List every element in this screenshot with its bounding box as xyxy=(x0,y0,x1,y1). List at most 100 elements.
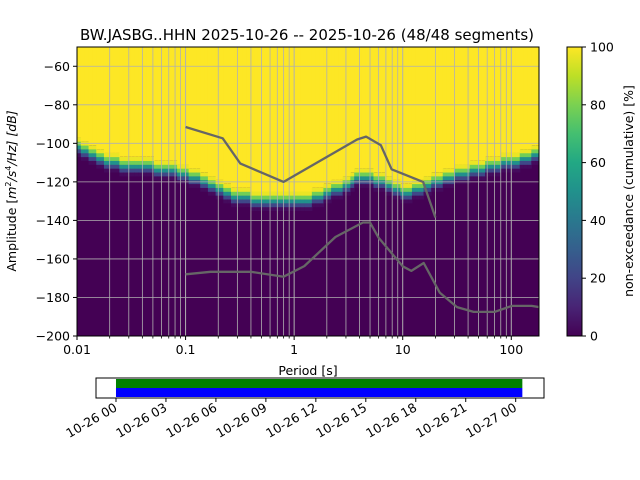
heatmap-cell xyxy=(261,199,267,204)
heatmap-cell xyxy=(358,47,363,169)
heatmap-cell xyxy=(157,164,163,169)
noise-model-layer xyxy=(185,125,539,314)
x-tick-label: 1 xyxy=(290,342,298,357)
heatmap-cell xyxy=(204,183,209,188)
heatmap-cell xyxy=(130,172,136,177)
heatmap-cell xyxy=(512,168,517,173)
colorbar-ticks: 0 20 40 60 80 100 xyxy=(582,40,614,344)
heatmap-cell xyxy=(354,172,359,177)
heatmap-cell xyxy=(438,187,444,192)
heatmap-cell xyxy=(458,176,463,181)
timeline-tick-label: 10-26 21 xyxy=(413,400,469,441)
heatmap-cell xyxy=(535,149,539,154)
heatmap-cell xyxy=(165,176,170,181)
heatmap-cell xyxy=(331,183,336,188)
heatmap-cell xyxy=(123,47,128,157)
heatmap-cell xyxy=(231,203,236,208)
heatmap-cell xyxy=(77,149,82,154)
heatmap-cell xyxy=(385,187,390,192)
heatmap-cell xyxy=(369,172,375,177)
y-tick-label: −180 xyxy=(36,290,70,305)
heatmap-cell xyxy=(508,152,513,158)
heatmap-cell xyxy=(173,168,178,173)
heatmap-cell xyxy=(100,156,105,161)
heatmap-cell xyxy=(96,152,101,158)
heatmap-cell xyxy=(292,206,298,212)
heatmap-cell xyxy=(477,176,482,181)
heatmap-cell xyxy=(204,172,209,177)
colorbar-tick-label: 60 xyxy=(590,155,606,170)
heatmap-cell xyxy=(146,172,151,177)
heatmap-cell xyxy=(473,172,478,177)
heatmap-cell xyxy=(369,176,375,181)
heatmap-cell xyxy=(284,206,290,212)
heatmap-cell xyxy=(246,47,251,188)
plot-frame xyxy=(76,46,540,337)
heatmap-cell xyxy=(450,183,455,188)
heatmap-cell xyxy=(373,187,378,192)
heatmap-cell xyxy=(311,195,317,200)
x-axis-label: Period [s] xyxy=(278,363,337,378)
heatmap-cell xyxy=(392,191,398,196)
heatmap-cell xyxy=(192,176,197,181)
heatmap-cell xyxy=(323,199,328,204)
heatmap-cell xyxy=(508,156,513,161)
heatmap-cell xyxy=(512,156,517,161)
heatmap-cell xyxy=(519,156,525,161)
heatmap-cell xyxy=(396,191,401,196)
heatmap-cell xyxy=(500,156,505,161)
heatmap-cell xyxy=(500,164,505,169)
heatmap-cell xyxy=(119,47,124,157)
heatmap-cell xyxy=(184,172,190,177)
heatmap-cell xyxy=(500,152,505,158)
heatmap-cell xyxy=(319,191,324,196)
heatmap-cell xyxy=(496,160,502,165)
heatmap-cell xyxy=(150,164,155,169)
heatmap-cell xyxy=(508,47,513,153)
heatmap-cell xyxy=(308,195,313,200)
heatmap-cell xyxy=(427,183,432,188)
heatmap-cell xyxy=(435,47,440,173)
heatmap-cell xyxy=(361,47,367,169)
heatmap-cell xyxy=(169,176,174,181)
heatmap-cell xyxy=(284,191,290,196)
heatmap-cell xyxy=(250,47,255,192)
heatmap-cell xyxy=(311,203,317,208)
heatmap-cell xyxy=(184,176,190,181)
heatmap-cell xyxy=(338,47,344,180)
heatmap-cell xyxy=(488,160,494,165)
heatmap-cell xyxy=(115,47,120,153)
heatmap-cell xyxy=(396,183,401,188)
heatmap-cell xyxy=(119,168,124,173)
heatmap-cell xyxy=(388,187,394,192)
heatmap-cell xyxy=(492,47,498,157)
heatmap-cell xyxy=(157,176,163,181)
y-tick-label: −160 xyxy=(36,251,70,266)
heatmap-cell xyxy=(531,47,536,146)
heatmap-cell xyxy=(242,187,247,192)
heatmap-cell xyxy=(315,195,321,200)
heatmap-cell xyxy=(392,47,398,180)
heatmap-cell xyxy=(103,168,109,173)
heatmap-cell xyxy=(469,160,475,165)
heatmap-cell xyxy=(512,164,517,169)
heatmap-cell xyxy=(207,187,213,192)
heatmap-cell xyxy=(207,47,213,177)
heatmap-cell xyxy=(454,168,459,173)
heatmap-cell xyxy=(527,47,532,150)
heatmap-cell xyxy=(192,172,197,177)
heatmap-cell xyxy=(92,152,97,158)
heatmap-cell xyxy=(446,172,452,177)
heatmap-cell xyxy=(334,183,340,188)
heatmap-cell xyxy=(92,160,97,165)
heatmap-cell xyxy=(515,156,521,161)
heatmap-cell xyxy=(473,47,478,161)
timeline-tick-label: 10-26 15 xyxy=(313,400,369,441)
heatmap-cell xyxy=(238,187,244,192)
heatmap-cell xyxy=(531,149,536,154)
heatmap-cell xyxy=(227,47,232,184)
heatmap-cell xyxy=(77,152,82,158)
heatmap-cell xyxy=(527,160,532,165)
x-tick-label: 0.01 xyxy=(63,342,91,357)
colorbar-tick-label: 100 xyxy=(590,40,614,55)
